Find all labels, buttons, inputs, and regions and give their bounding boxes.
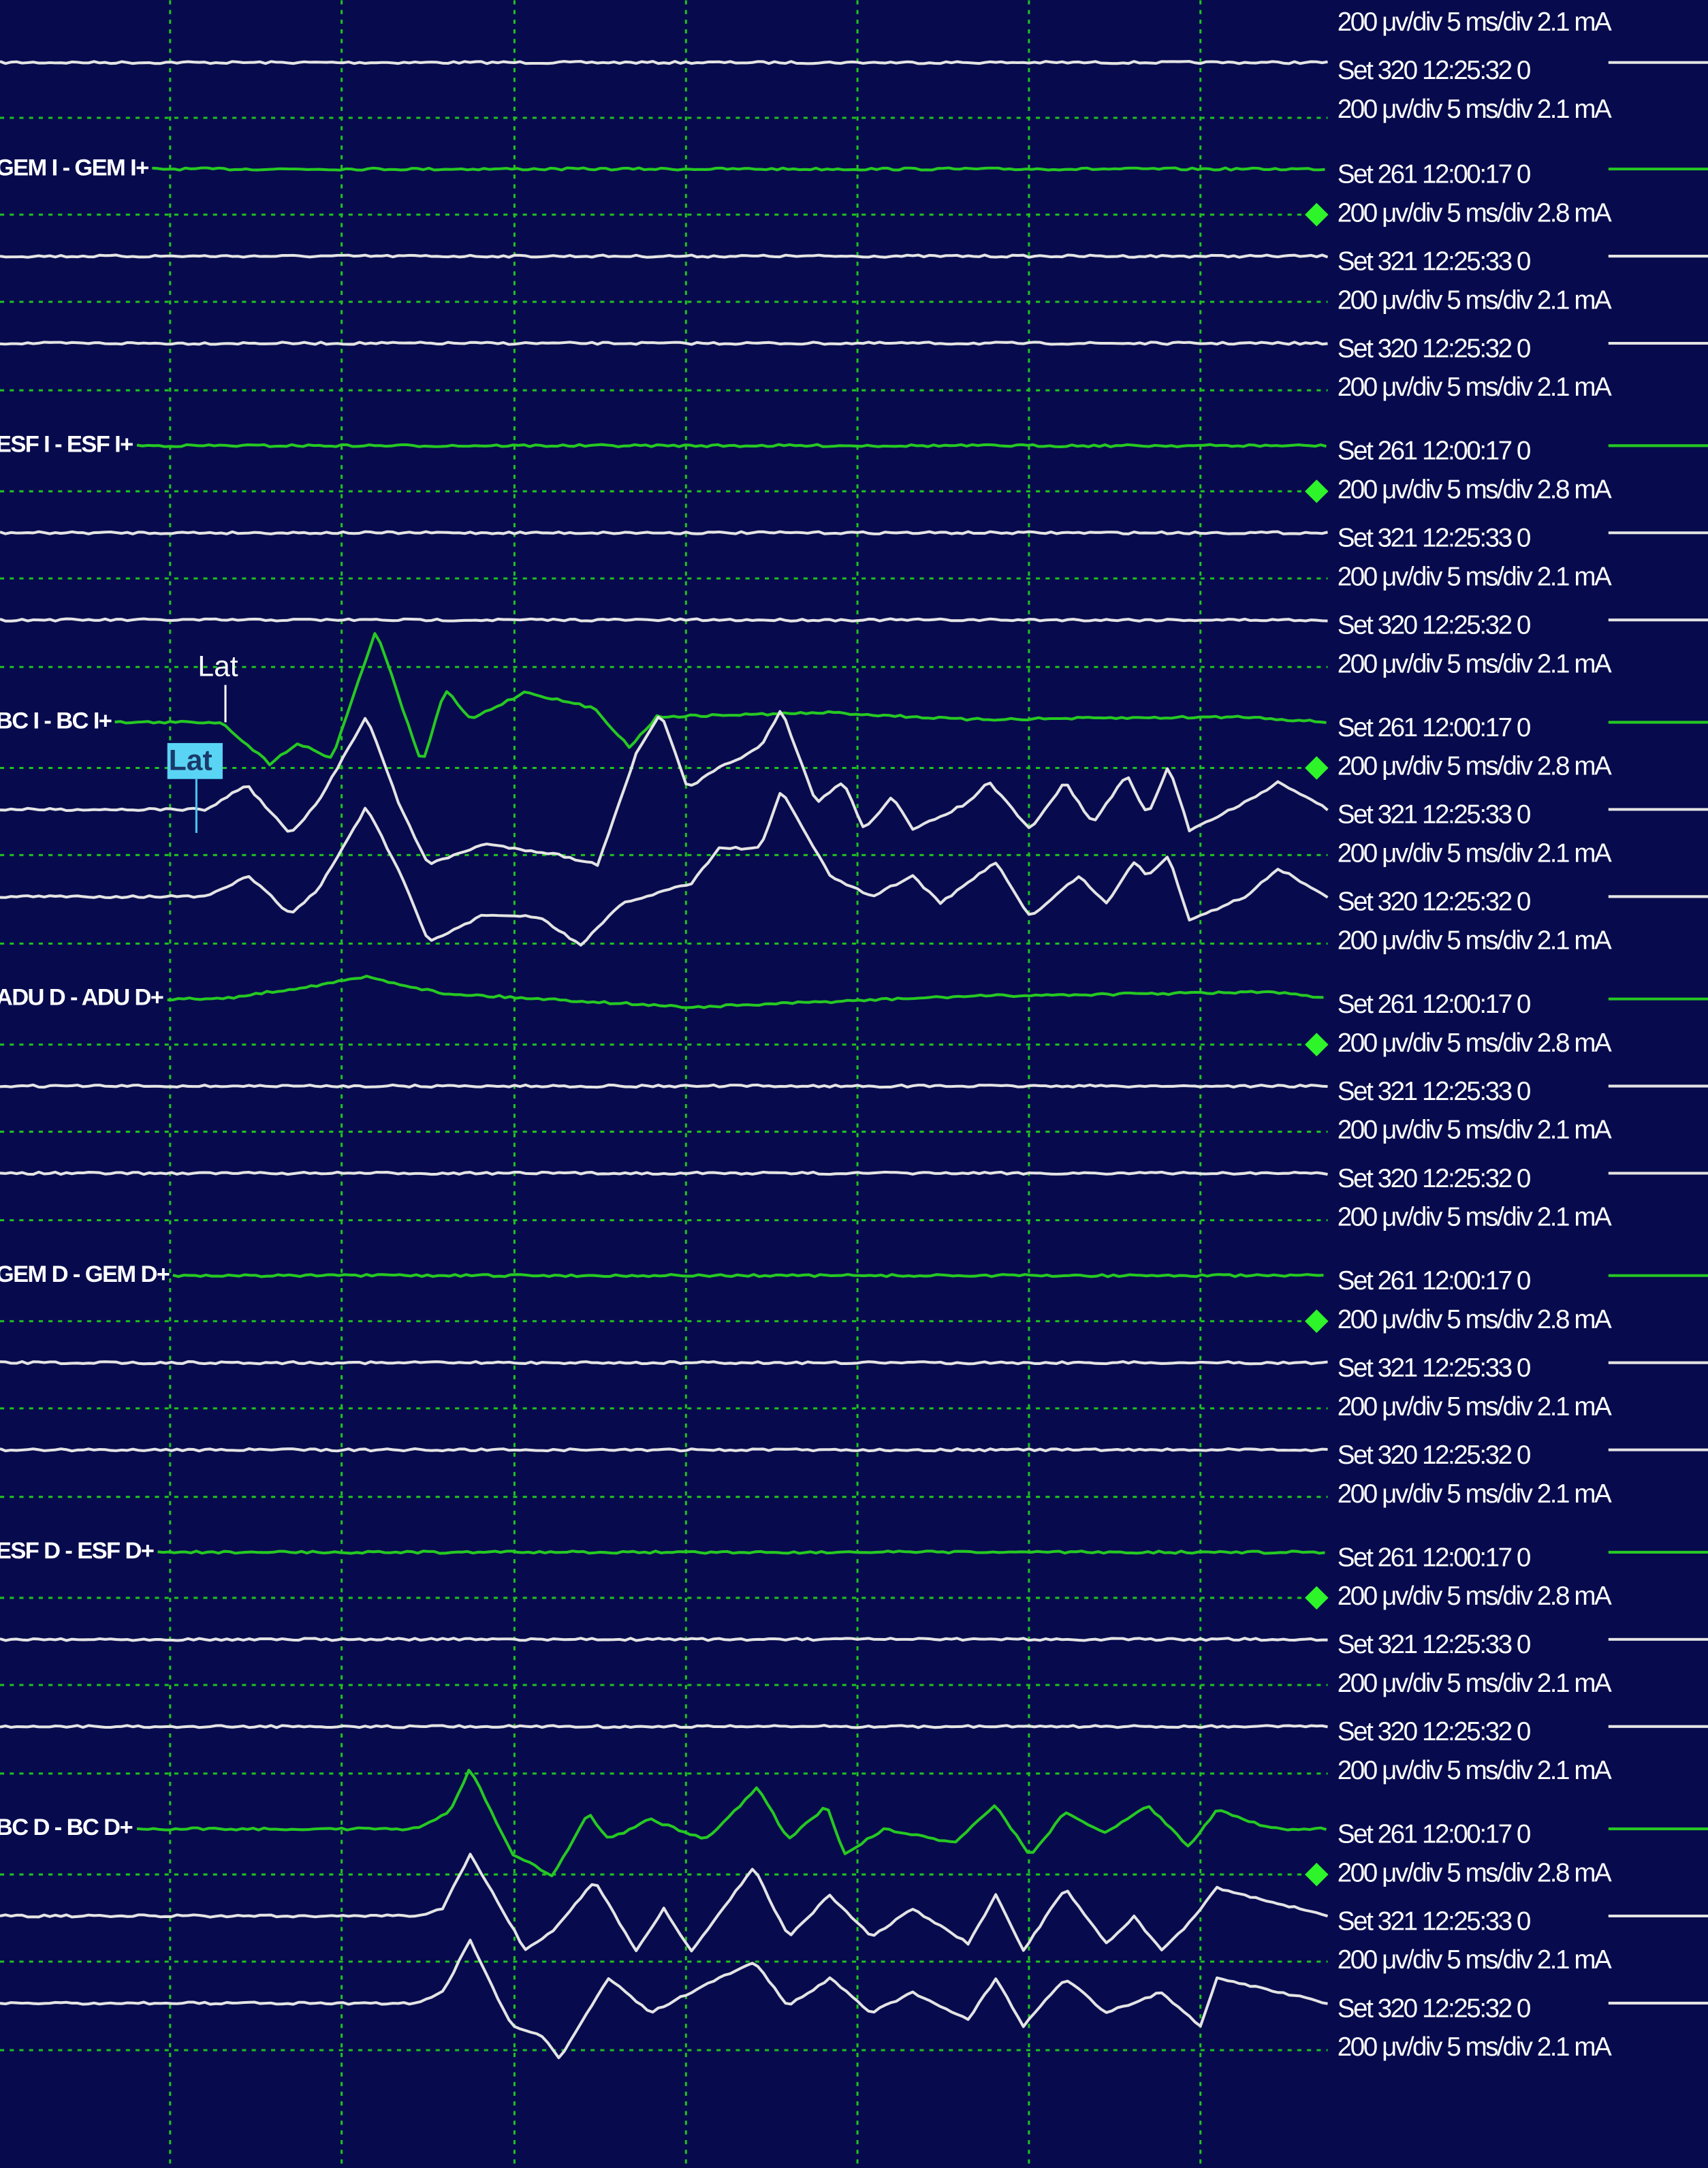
- trace-info: 200 μv/div 5 ms/div 2.1 mA: [1338, 95, 1612, 124]
- active-indicator: [1305, 480, 1329, 503]
- waveform: [157, 1550, 1325, 1555]
- trace-set: Set 261 12:00:17 0: [1338, 1266, 1530, 1295]
- trace-set: Set 320 12:25:32 0: [1338, 611, 1530, 640]
- traces: [0, 60, 1708, 2060]
- waveform: [114, 632, 1327, 767]
- waveform: [136, 443, 1327, 448]
- trace-info: 200 μv/div 5 ms/div 2.8 mA: [1338, 198, 1612, 227]
- trace-set: Set 321 12:25:33 0: [1338, 1077, 1530, 1106]
- waveform: [0, 253, 1329, 259]
- trace-set: Set 321 12:25:33 0: [1338, 524, 1530, 553]
- trace-info: 200 μv/div 5 ms/div 2.1 mA: [1338, 649, 1612, 678]
- active-indicator: [1305, 1862, 1329, 1887]
- trace-info: 200 μv/div 5 ms/div 2.1 mA: [1338, 2032, 1612, 2062]
- active-indicator: [1305, 1033, 1329, 1056]
- waveform: [152, 166, 1325, 172]
- trace-set: Set 261 12:00:17 0: [1338, 713, 1530, 742]
- trace-set: Set 261 12:00:17 0: [1338, 1819, 1530, 1849]
- channel-label: GEM I - GEM I+: [0, 155, 148, 180]
- waveform: [0, 1724, 1328, 1729]
- waveform: [0, 1853, 1329, 1953]
- trace-set: Set 320 12:25:32 0: [1338, 887, 1530, 917]
- trace-info: 200 μv/div 5 ms/div 2.1 mA: [1338, 839, 1612, 868]
- channel-label: BC D - BC D+: [0, 1814, 132, 1840]
- active-indicator: [1305, 756, 1329, 780]
- trace-set: Set 320 12:25:32 0: [1338, 1717, 1530, 1746]
- trace-set: Set 261 12:00:17 0: [1338, 437, 1530, 466]
- latency-marker: Lat: [169, 744, 212, 777]
- trace-info: 200 μv/div 5 ms/div 2.1 mA: [1338, 1669, 1612, 1698]
- channel-label: GEM D - GEM D+: [0, 1261, 170, 1287]
- waveform: [172, 1273, 1324, 1278]
- trace-set: Set 261 12:00:17 0: [1338, 990, 1530, 1019]
- waveform: [0, 1360, 1328, 1366]
- trace-info: 200 μv/div 5 ms/div 2.8 mA: [1338, 752, 1612, 781]
- trace-info: 200 μv/div 5 ms/div 2.1 mA: [1338, 1203, 1612, 1232]
- waveform: [0, 791, 1329, 947]
- trace-info: 200 μv/div 5 ms/div 2.1 mA: [1338, 1945, 1612, 1975]
- waveform: [0, 1083, 1328, 1089]
- trace-set: Set 320 12:25:32 0: [1338, 1994, 1530, 2023]
- trace-set: Set 320 12:25:32 0: [1338, 1164, 1530, 1193]
- trace-info: 200 μv/div 5 ms/div 2.1 mA: [1338, 7, 1612, 37]
- channel-label: BC I - BC I+: [0, 708, 112, 734]
- trace-set: Set 320 12:25:32 0: [1338, 1441, 1530, 1470]
- trace-set: Set 321 12:25:33 0: [1338, 1906, 1530, 1936]
- grid: [0, 0, 1328, 2168]
- trace-info: 200 μv/div 5 ms/div 2.1 mA: [1338, 1756, 1612, 1785]
- trace-info: 200 μv/div 5 ms/div 2.1 mA: [1338, 562, 1612, 591]
- trace-info: 200 μv/div 5 ms/div 2.8 mA: [1338, 1305, 1612, 1334]
- waveform: [136, 1768, 1327, 1878]
- trace-info: 200 μv/div 5 ms/div 2.1 mA: [1338, 285, 1612, 315]
- trace-info: 200 μv/div 5 ms/div 2.8 mA: [1338, 1582, 1612, 1611]
- waveform: [0, 710, 1329, 867]
- trace-set: Set 320 12:25:32 0: [1338, 334, 1530, 363]
- channel-label: ADU D - ADU D+: [0, 985, 163, 1011]
- trace-set: Set 261 12:00:17 0: [1338, 159, 1530, 189]
- marker-box: [167, 742, 223, 779]
- trace-info: 200 μv/div 5 ms/div 2.8 mA: [1338, 1858, 1612, 1887]
- waveform: [0, 60, 1328, 65]
- trace-set: Set 321 12:25:33 0: [1338, 800, 1530, 830]
- trace-set: Set 321 12:25:33 0: [1338, 1353, 1530, 1383]
- trace-info: 200 μv/div 5 ms/div 2.1 mA: [1338, 926, 1612, 956]
- trace-info: 200 μv/div 5 ms/div 2.1 mA: [1338, 373, 1612, 402]
- active-indicator: [1305, 1309, 1329, 1334]
- trace-info: 200 μv/div 5 ms/div 2.1 mA: [1338, 1392, 1612, 1421]
- trace-info: 200 μv/div 5 ms/div 2.8 mA: [1338, 1028, 1612, 1058]
- waveform: [0, 1637, 1328, 1642]
- active-indicator: [1305, 1586, 1329, 1610]
- waveform: [0, 617, 1328, 623]
- channel-label: ESF D - ESF D+: [0, 1538, 154, 1564]
- trace-info: 200 μv/div 5 ms/div 2.1 mA: [1338, 1479, 1612, 1509]
- latency-marker: Lat: [197, 650, 238, 683]
- waveform: [0, 1447, 1328, 1453]
- waveform: [0, 1938, 1328, 2060]
- waveform: [0, 530, 1329, 535]
- trace-set: Set 321 12:25:33 0: [1338, 247, 1530, 276]
- waveform: [167, 975, 1324, 1009]
- trace-set: Set 320 12:25:32 0: [1338, 56, 1530, 85]
- trace-info: 200 μv/div 5 ms/div 2.8 mA: [1338, 475, 1612, 505]
- channel-label: ESF I - ESF I+: [0, 431, 133, 457]
- labels: 200 μv/div 5 ms/div 2.1 mA Set 320 12:25:…: [0, 7, 1613, 2062]
- waveform: [0, 1170, 1328, 1176]
- active-indicator: [1305, 202, 1329, 227]
- trace-set: Set 261 12:00:17 0: [1338, 1543, 1530, 1572]
- trace-set: Set 321 12:25:33 0: [1338, 1630, 1530, 1659]
- trace-info: 200 μv/div 5 ms/div 2.1 mA: [1338, 1116, 1612, 1145]
- waveform: [0, 341, 1328, 346]
